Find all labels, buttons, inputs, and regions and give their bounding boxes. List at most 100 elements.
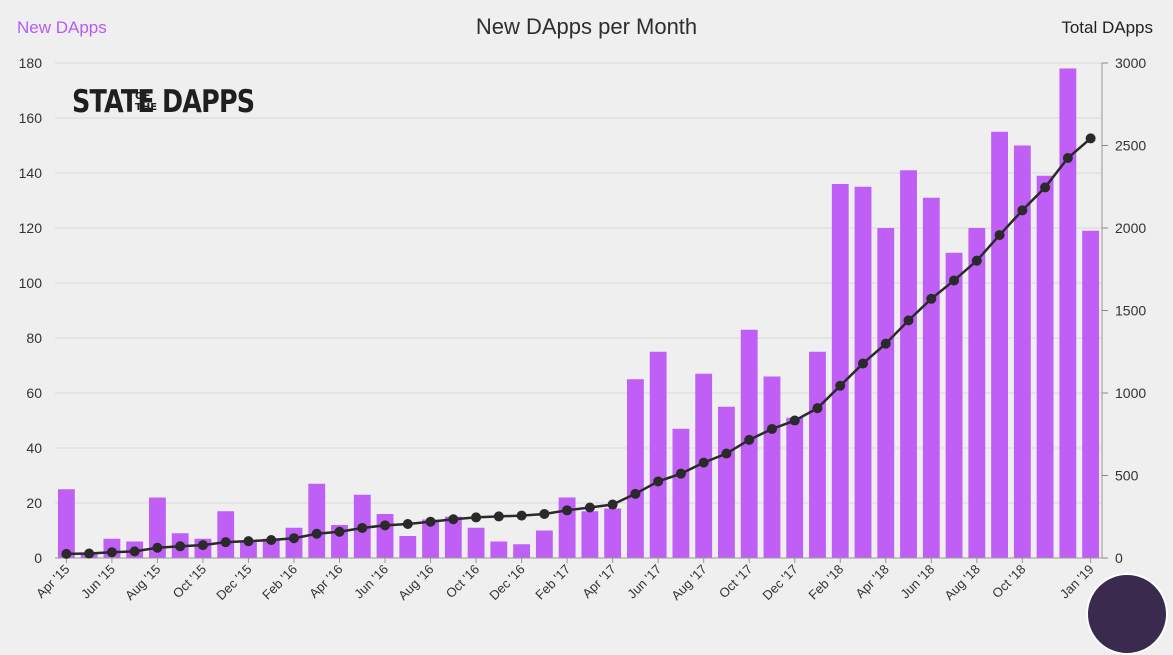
y-tick-label: 0 xyxy=(34,550,42,566)
y2-tick-label: 0 xyxy=(1115,550,1123,566)
line-point xyxy=(812,403,823,414)
y2-tick-labels: 0 500 1000 1500 2000 2500 3000 xyxy=(1115,55,1146,566)
line-point xyxy=(858,358,869,369)
line-point xyxy=(106,547,117,558)
line-point xyxy=(630,488,641,499)
line-point xyxy=(84,548,95,559)
y2-tick-label: 1500 xyxy=(1115,303,1146,319)
line-point xyxy=(880,338,891,349)
line-point xyxy=(220,537,231,548)
line-point xyxy=(1085,133,1096,144)
bar xyxy=(763,376,781,558)
bar xyxy=(513,544,531,558)
line-point xyxy=(357,522,368,533)
y2-tick-label: 500 xyxy=(1115,468,1139,484)
y2-tick-label: 3000 xyxy=(1115,55,1146,71)
y2-tick-label: 2000 xyxy=(1115,220,1146,236)
bar xyxy=(149,497,166,558)
line-point xyxy=(1040,182,1051,193)
x-tick-label: Jun '15 xyxy=(78,562,118,602)
line-point xyxy=(1062,153,1073,164)
bar xyxy=(308,483,326,558)
x-tick-label: Jun '18 xyxy=(897,562,937,602)
x-tick-label: Apr '15 xyxy=(33,562,72,601)
line-point xyxy=(744,434,755,445)
left-axis-series-label: New DApps xyxy=(17,18,107,37)
x-tick-label: Oct '18 xyxy=(989,562,1028,601)
line-point xyxy=(380,520,391,531)
x-tick-label: Jun '17 xyxy=(624,562,664,602)
y-tick-label: 60 xyxy=(26,385,42,401)
bar xyxy=(399,536,417,558)
bar xyxy=(877,228,895,558)
line-point xyxy=(721,448,732,459)
line-point xyxy=(516,510,527,521)
bar xyxy=(581,511,599,558)
x-tick-label: Aug '15 xyxy=(122,562,163,603)
avatar[interactable] xyxy=(1086,573,1168,655)
y-tick-labels: 0 20 40 60 80 100 120 140 160 180 xyxy=(19,55,43,566)
y-tick-label: 160 xyxy=(19,110,43,126)
y-tick-label: 140 xyxy=(19,165,43,181)
line-point xyxy=(562,505,573,516)
bar xyxy=(1059,68,1077,558)
bar xyxy=(900,170,917,558)
x-tick-label: Apr '17 xyxy=(579,562,618,601)
bar xyxy=(1013,145,1031,558)
chart-title: New DApps per Month xyxy=(475,14,698,39)
x-tick-label: Feb '16 xyxy=(259,562,300,603)
x-tick-label: Aug '16 xyxy=(395,562,436,603)
y-tick-label: 100 xyxy=(19,275,43,291)
bar xyxy=(262,538,280,558)
axes xyxy=(55,62,1108,563)
line-point xyxy=(471,512,482,523)
line-point xyxy=(835,380,846,391)
line-point xyxy=(994,230,1005,241)
x-tick-labels: Apr '15 Jun '15 Aug '15 Oct '15 Dec '15 Feb '… xyxy=(33,562,1097,603)
x-tick-label: Dec '16 xyxy=(486,562,527,603)
bar xyxy=(649,351,667,558)
bar xyxy=(831,184,849,558)
bar xyxy=(535,530,553,558)
bar xyxy=(672,428,690,558)
bar xyxy=(467,527,485,558)
x-tick-label: Aug '17 xyxy=(668,562,709,603)
x-tick-label: Jun '16 xyxy=(351,562,391,602)
line-point xyxy=(129,546,140,557)
bar xyxy=(626,379,644,558)
line-point xyxy=(288,533,299,544)
y-tick-label: 180 xyxy=(19,55,43,71)
bar xyxy=(922,197,940,558)
line-point xyxy=(539,508,550,519)
x-tick-label: Oct '15 xyxy=(170,562,209,601)
line-point xyxy=(698,457,709,468)
line-point xyxy=(175,541,186,552)
line-point xyxy=(425,516,436,527)
line-point xyxy=(949,275,960,286)
bar xyxy=(604,508,622,558)
bar xyxy=(786,417,804,558)
bar xyxy=(945,252,963,558)
y-tick-label: 40 xyxy=(26,440,42,456)
bar xyxy=(240,541,257,558)
bar xyxy=(1036,175,1054,558)
total-dapps-line xyxy=(66,137,1092,556)
x-tick-label: Feb '18 xyxy=(805,562,846,603)
line-point xyxy=(152,542,163,553)
grid-lines xyxy=(55,62,1102,559)
bar xyxy=(444,516,462,558)
bar xyxy=(968,228,986,558)
line-point xyxy=(971,255,982,266)
line-point xyxy=(766,423,777,434)
line-point xyxy=(266,535,277,546)
y2-tick-label: 2500 xyxy=(1115,138,1146,154)
line-point xyxy=(584,502,595,513)
right-axis-series-label: Total DApps xyxy=(1061,18,1153,37)
y-tick-label: 80 xyxy=(26,330,42,346)
line-point xyxy=(1017,205,1028,216)
line-point xyxy=(243,536,254,547)
line-point xyxy=(675,468,686,479)
state-of-the-dapps-logo: STATE OF THE DAPPS xyxy=(72,84,255,120)
x-tick-label: Apr '16 xyxy=(306,562,345,601)
bar xyxy=(1082,230,1100,558)
